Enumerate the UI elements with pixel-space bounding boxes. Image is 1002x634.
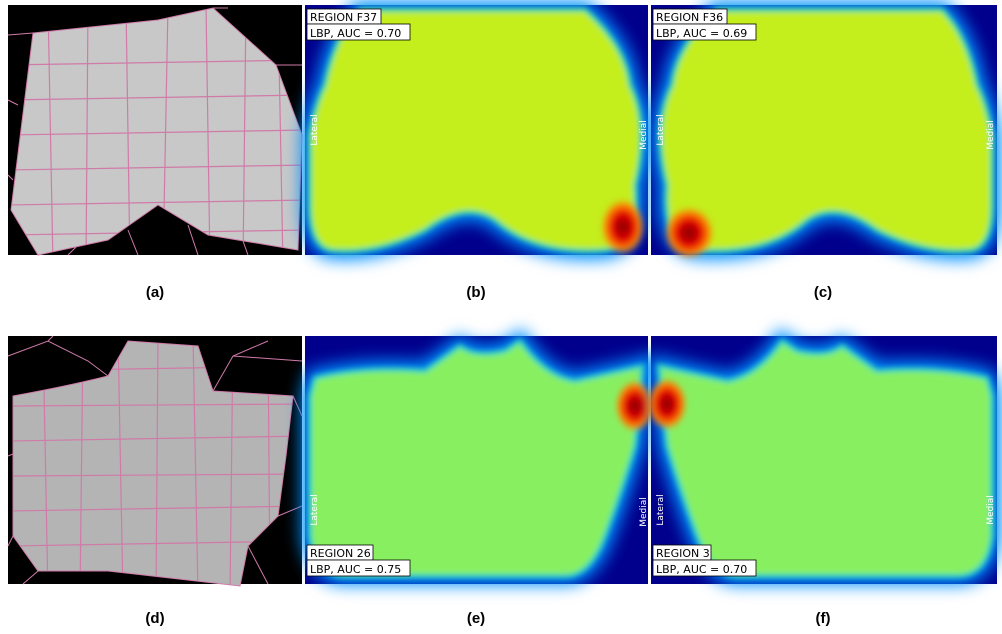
side-label: Lateral: [656, 114, 666, 145]
heatmap: [651, 5, 997, 259]
label-box: [306, 8, 757, 577]
region-label: REGION F37: [310, 11, 377, 24]
region-label: REGION 3: [656, 547, 710, 560]
score-label: LBP, AUC = 0.69: [656, 27, 747, 40]
segmentation-image: [7, 5, 303, 256]
side-label: Medial: [986, 495, 996, 525]
score-label: LBP, AUC = 0.75: [310, 563, 401, 576]
region-label: REGION F36: [656, 11, 723, 24]
region-label: REGION 26: [310, 547, 371, 560]
caption: (f): [816, 610, 831, 627]
caption: (b): [466, 284, 485, 301]
segmentation-image: [7, 335, 303, 587]
side-label: Lateral: [310, 494, 320, 525]
caption: (a): [146, 284, 164, 301]
side-label: Medial: [639, 497, 649, 527]
caption: (c): [814, 284, 832, 301]
heatmap: [305, 5, 648, 255]
score-label: LBP, AUC = 0.70: [656, 563, 747, 576]
caption: (d): [145, 610, 164, 627]
side-label: Medial: [639, 120, 649, 150]
caption: (e): [467, 610, 485, 627]
side-label: Lateral: [310, 114, 320, 145]
score-label: LBP, AUC = 0.70: [310, 27, 401, 40]
heatmap: [305, 336, 655, 584]
side-label: Lateral: [656, 494, 666, 525]
heatmap: [647, 336, 997, 584]
side-label: Medial: [986, 120, 996, 150]
